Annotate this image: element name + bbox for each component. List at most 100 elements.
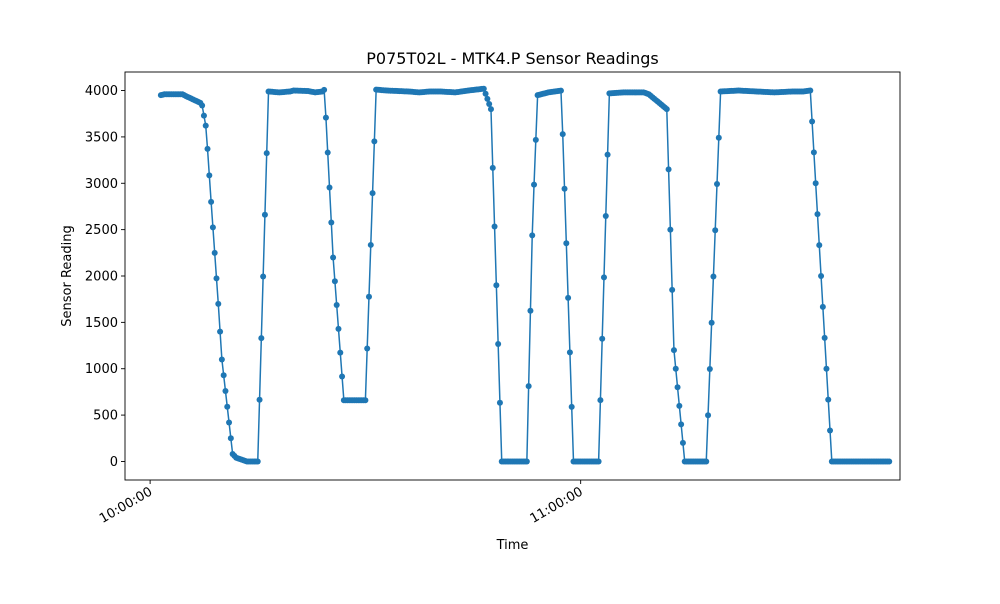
data-point xyxy=(222,387,229,394)
y-tick-label: 0 xyxy=(110,455,118,470)
data-point xyxy=(321,86,328,93)
data-point xyxy=(818,273,825,279)
data-point xyxy=(326,184,333,191)
data-point xyxy=(886,458,893,465)
data-point xyxy=(597,397,604,404)
data-point xyxy=(331,278,338,285)
data-point xyxy=(367,241,374,248)
data-point xyxy=(674,384,681,391)
data-point xyxy=(204,145,211,152)
data-point xyxy=(211,249,218,256)
data-point xyxy=(602,213,609,220)
data-point xyxy=(810,149,817,156)
y-tick-label: 3500 xyxy=(85,130,118,145)
data-point xyxy=(487,106,494,113)
y-tick-label: 2500 xyxy=(85,223,118,238)
data-point xyxy=(224,403,231,410)
data-point xyxy=(484,95,491,102)
data-point xyxy=(809,118,816,125)
data-point xyxy=(531,181,538,188)
data-point xyxy=(226,419,233,426)
data-point xyxy=(667,226,674,233)
data-point xyxy=(807,87,814,94)
data-point xyxy=(819,303,826,310)
data-point xyxy=(527,307,534,314)
data-point xyxy=(339,373,346,380)
data-point xyxy=(523,458,530,465)
y-tick-label: 2000 xyxy=(85,270,118,285)
data-point xyxy=(706,365,713,372)
y-axis-label: Sensor Reading xyxy=(60,225,75,326)
data-point xyxy=(371,138,378,145)
data-point xyxy=(322,114,329,121)
data-point xyxy=(714,180,721,187)
data-point xyxy=(670,347,677,354)
y-tick-label: 3000 xyxy=(85,177,118,192)
data-point xyxy=(261,211,268,218)
data-point xyxy=(496,399,503,406)
data-point xyxy=(333,302,340,309)
data-point xyxy=(529,232,536,239)
data-point xyxy=(486,100,493,107)
data-point xyxy=(256,396,263,403)
data-point xyxy=(495,341,502,347)
data-point xyxy=(369,190,376,197)
data-point xyxy=(708,319,715,326)
data-point xyxy=(218,356,225,363)
data-point xyxy=(480,85,487,92)
data-point xyxy=(330,254,337,261)
data-point xyxy=(258,335,265,342)
data-point xyxy=(324,149,331,156)
data-point xyxy=(663,106,670,113)
data-point xyxy=(604,151,611,158)
data-point xyxy=(227,435,234,442)
data-point xyxy=(812,180,819,187)
data-point xyxy=(493,282,500,289)
chart-title: P075T02L - MTK4.P Sensor Readings xyxy=(366,49,658,68)
data-point xyxy=(676,402,683,409)
data-point xyxy=(710,273,717,280)
data-point xyxy=(335,325,342,332)
data-point xyxy=(532,136,539,143)
data-point xyxy=(559,131,566,138)
data-point xyxy=(566,349,573,356)
data-point xyxy=(600,274,607,281)
data-point xyxy=(599,335,606,342)
data-point xyxy=(489,164,496,171)
data-point xyxy=(491,223,498,230)
data-point xyxy=(525,383,532,390)
data-point xyxy=(362,397,369,404)
data-point xyxy=(213,275,220,282)
data-point xyxy=(672,365,679,372)
data-point xyxy=(328,219,335,226)
data-point xyxy=(209,224,216,231)
data-point xyxy=(703,458,710,465)
data-point xyxy=(816,242,823,249)
data-point xyxy=(814,211,821,218)
data-point xyxy=(827,427,834,434)
data-point xyxy=(220,372,227,379)
data-point xyxy=(595,458,602,465)
data-point xyxy=(263,150,270,157)
data-point xyxy=(260,273,267,280)
y-tick-label: 1000 xyxy=(85,362,118,377)
data-point xyxy=(715,134,722,141)
data-point xyxy=(557,87,564,94)
data-point xyxy=(679,439,686,446)
data-point xyxy=(202,122,209,129)
data-point xyxy=(254,458,261,465)
data-point xyxy=(199,102,206,109)
data-point xyxy=(206,172,213,179)
data-point xyxy=(482,90,489,97)
data-point xyxy=(568,403,575,410)
y-tick-label: 4000 xyxy=(85,84,118,99)
data-point xyxy=(215,300,222,307)
data-point xyxy=(669,286,676,293)
data-point xyxy=(561,185,568,192)
x-axis-label: Time xyxy=(496,538,529,553)
data-point xyxy=(200,112,207,119)
data-point xyxy=(565,294,572,301)
